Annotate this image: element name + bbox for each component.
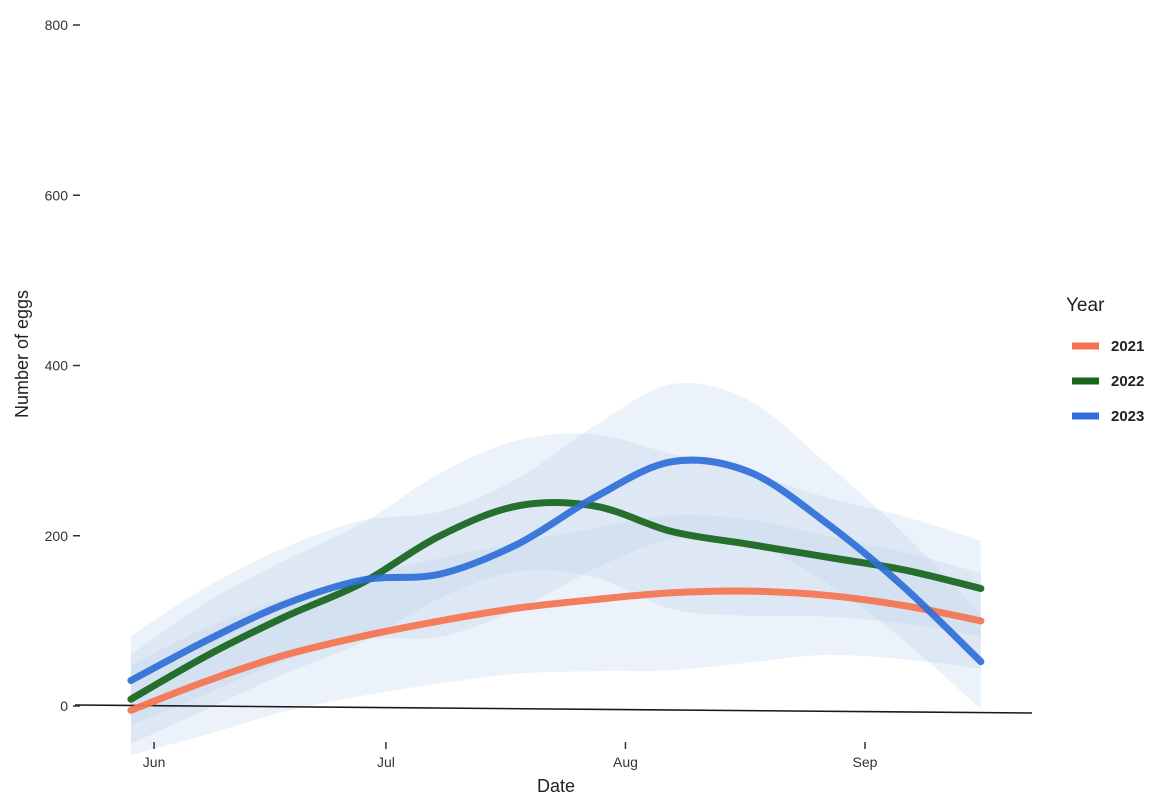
x-tick-label: Aug xyxy=(613,754,638,770)
x-tick-label: Sep xyxy=(853,754,878,770)
series-line-2021 xyxy=(127,587,985,714)
confidence-band-2022 xyxy=(130,433,981,744)
zero-baseline-layer xyxy=(74,704,1033,714)
x-axis: Jun Jul Aug Sep xyxy=(143,742,878,770)
y-tick-label: 600 xyxy=(45,187,69,203)
y-tick-label: 0 xyxy=(60,698,68,714)
y-tick-label: 200 xyxy=(45,528,69,544)
x-tick-label: Jun xyxy=(143,754,166,770)
series-line-2022 xyxy=(127,499,985,703)
confidence-bands xyxy=(130,383,981,755)
legend-label-2023: 2023 xyxy=(1111,408,1144,425)
confidence-band-2021 xyxy=(130,514,981,755)
series-lines xyxy=(127,456,985,714)
y-axis-title: Number of eggs xyxy=(12,290,32,418)
legend-title: Year xyxy=(1066,295,1105,316)
legend-label-2021: 2021 xyxy=(1111,338,1144,355)
legend: Year 2021 2022 2023 xyxy=(1066,295,1144,425)
x-axis-title: Date xyxy=(537,776,575,794)
x-tick-label: Jul xyxy=(377,754,395,770)
series-line-2023 xyxy=(127,456,985,684)
legend-label-2022: 2022 xyxy=(1111,373,1144,390)
y-axis: 0 200 400 600 800 xyxy=(45,17,80,714)
y-tick-label: 400 xyxy=(45,358,69,374)
y-tick-label: 800 xyxy=(45,17,69,33)
zero-baseline xyxy=(74,704,1033,714)
